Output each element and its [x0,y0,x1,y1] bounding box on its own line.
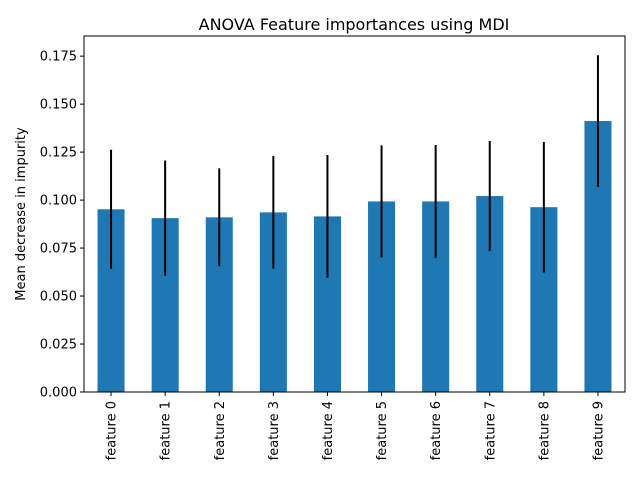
x-tick-label: feature 3 [267,401,282,460]
x-tick-label: feature 8 [537,401,552,460]
y-tick-label: 0.150 [40,98,77,113]
plot-area: feature 0 feature 1 feature 2 feature 3 feat… [40,35,626,460]
chart-title: ANOVA Feature importances using MDI [199,15,510,34]
x-tick-label: feature 0 [105,401,120,460]
y-axis-label: Mean decrease in impurity [14,127,29,301]
x-tick-label: feature 5 [375,401,390,460]
y-tick-label: 0.000 [40,386,77,401]
y-tick-label: 0.050 [40,290,77,305]
y-tick-label: 0.175 [40,50,77,65]
x-tick-label: feature 4 [321,401,336,460]
y-tick-label: 0.025 [40,338,77,353]
y-tick-label: 0.100 [40,194,77,209]
y-tick-label: 0.075 [40,242,77,257]
x-tick-label: feature 9 [591,401,606,460]
x-tick-label: feature 1 [159,401,174,460]
x-tick-label: feature 6 [429,401,444,460]
x-tick-label: feature 7 [483,401,498,460]
y-tick-label: 0.125 [40,146,77,161]
x-tick-label: feature 2 [213,401,228,460]
axes-frame [83,35,626,393]
